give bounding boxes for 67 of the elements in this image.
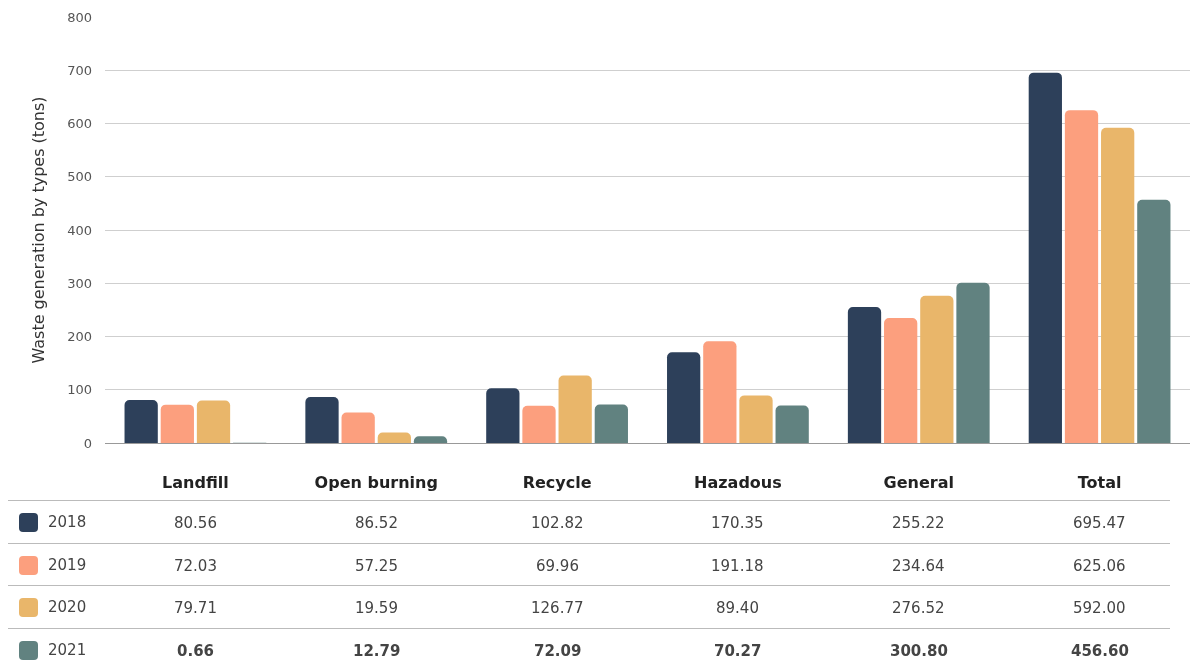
data-label: 12.79: [353, 642, 401, 660]
data-label: 592.00: [1073, 599, 1126, 617]
data-label: 0.66: [177, 642, 215, 660]
data-label: 126.77: [531, 599, 584, 617]
bar: [1137, 199, 1171, 443]
data-label: 86.52: [355, 514, 398, 532]
legend-label: 2019: [48, 555, 87, 574]
legend-label: 2018: [48, 513, 87, 531]
data-label: 191.18: [711, 557, 764, 575]
bar: [703, 341, 737, 443]
data-label: 255.22: [892, 514, 945, 532]
y-axis-title: Waste generation by types (tons): [29, 96, 49, 364]
x-tick-label: Recycle: [522, 473, 592, 492]
y-tick-label: 400: [67, 222, 92, 238]
data-label: 695.47: [1073, 514, 1126, 532]
bar: [558, 375, 592, 443]
data-label: 300.80: [890, 642, 948, 660]
y-tick-label: 0: [83, 435, 92, 451]
data-label: 102.82: [531, 514, 584, 532]
y-tick-label: 800: [67, 9, 92, 25]
legend-label: 2020: [48, 598, 87, 616]
data-label: 456.60: [1071, 642, 1129, 660]
bar: [377, 432, 411, 443]
data-label: 89.40: [716, 599, 759, 617]
data-label: 80.56: [174, 514, 217, 532]
bar: [739, 395, 773, 443]
legend-label: 2021: [48, 640, 87, 659]
data-label: 57.25: [355, 557, 398, 575]
x-tick-label: Open burning: [314, 473, 438, 492]
x-tick-label: Total: [1077, 473, 1122, 492]
bar: [594, 404, 628, 443]
x-tick-label: General: [883, 473, 954, 492]
bar: [196, 400, 231, 443]
bar: [160, 404, 194, 443]
x-tick-label: Landfill: [162, 473, 229, 492]
bar: [1101, 127, 1135, 443]
bar: [341, 412, 375, 443]
y-tick-label: 200: [67, 329, 92, 345]
data-label: 234.64: [892, 557, 945, 575]
bar: [522, 405, 556, 443]
bar: [305, 396, 339, 443]
data-label: 72.03: [174, 557, 217, 575]
bar: [920, 295, 954, 443]
bar: [847, 307, 882, 443]
bar: [775, 405, 809, 443]
bar: [1064, 110, 1099, 443]
data-label: 79.71: [174, 599, 217, 617]
x-tick-label: Hazadous: [694, 473, 782, 492]
bar: [124, 400, 158, 443]
bar: [956, 282, 990, 443]
data-label: 19.59: [355, 599, 398, 617]
data-label: 72.09: [534, 642, 582, 660]
data-label: 170.35: [711, 514, 764, 532]
y-tick-label: 300: [67, 275, 92, 291]
y-tick-label: 700: [67, 62, 92, 78]
data-label: 70.27: [714, 642, 762, 660]
bar: [1028, 72, 1062, 443]
data-label: 69.96: [536, 557, 579, 575]
y-tick-label: 100: [67, 382, 92, 398]
bar: [884, 318, 918, 443]
y-tick-label: 500: [67, 169, 92, 185]
y-tick-label: 600: [67, 116, 92, 132]
bar: [413, 436, 448, 443]
bar: [667, 352, 701, 443]
bar: [486, 388, 520, 443]
data-label: 625.06: [1073, 557, 1126, 575]
data-label: 276.52: [892, 599, 945, 617]
